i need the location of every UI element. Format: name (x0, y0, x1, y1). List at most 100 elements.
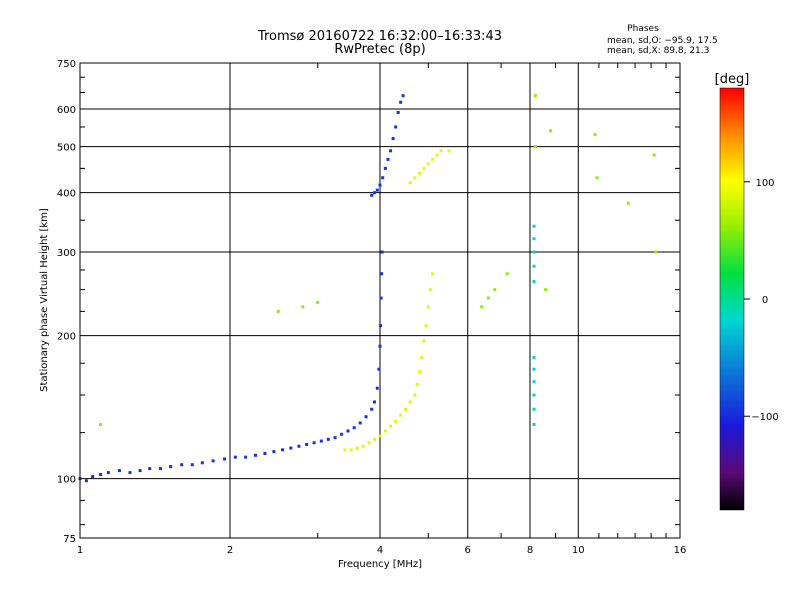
data-point (426, 162, 430, 166)
data-point (91, 475, 95, 479)
data-point (316, 300, 320, 304)
data-point (544, 288, 548, 292)
data-point (428, 288, 432, 292)
x-tick-label-4: 8 (527, 545, 533, 556)
data-point (493, 288, 497, 292)
colorbar-tick-label-0: 100 (755, 178, 774, 189)
data-point (401, 94, 405, 98)
data-point (396, 110, 400, 114)
data-point (301, 305, 305, 309)
chart-subtitle: RwPretec (8p) (334, 42, 425, 57)
data-point (128, 471, 132, 475)
data-point (391, 137, 395, 141)
data-point (431, 272, 435, 276)
data-point (233, 455, 237, 459)
data-point (435, 153, 439, 157)
x-tick-label-5: 10 (572, 545, 585, 556)
data-point (595, 176, 599, 180)
data-point (276, 309, 280, 313)
x-tick-label-3: 6 (465, 545, 471, 556)
data-point (422, 166, 426, 170)
colorbar (719, 87, 745, 511)
data-point (386, 157, 390, 161)
data-point (532, 224, 536, 228)
data-point (326, 437, 330, 441)
y-tick-label-1: 100 (57, 475, 76, 486)
data-point (370, 407, 374, 411)
chart-title: Tromsø 20160722 16:32:00–16:33:43 (257, 29, 502, 44)
x-tick-label-1: 2 (227, 545, 233, 556)
data-point (373, 437, 377, 441)
data-point (349, 448, 353, 452)
data-point (379, 324, 383, 328)
data-point (343, 448, 347, 452)
data-point (223, 457, 227, 461)
data-point (399, 100, 403, 104)
data-point (424, 324, 428, 328)
data-point (361, 444, 365, 448)
data-point (532, 250, 536, 254)
data-point (532, 355, 536, 359)
data-point (281, 448, 285, 452)
data-point (652, 153, 656, 157)
data-point (211, 459, 215, 463)
series-0 (78, 250, 384, 483)
y-tick-label-3: 300 (57, 248, 76, 259)
data-point (305, 443, 309, 447)
data-point (148, 467, 152, 471)
data-point (593, 133, 597, 137)
data-point (378, 434, 382, 438)
series-4 (532, 224, 536, 427)
data-point (532, 237, 536, 241)
y-tick-label-7: 750 (57, 59, 76, 70)
data-point (158, 467, 162, 471)
legend-line-x: mean, sd,X: 89.8, 21.3 (607, 46, 709, 56)
data-point (367, 441, 371, 445)
data-point (549, 129, 553, 133)
data-point (533, 145, 537, 149)
data-point (480, 305, 484, 309)
data-point (394, 419, 398, 423)
data-point (244, 455, 248, 459)
data-point (389, 149, 393, 153)
data-point (352, 426, 356, 430)
data-point (389, 424, 393, 428)
series-3 (408, 149, 451, 185)
data-point (375, 188, 379, 192)
data-point (533, 94, 537, 98)
data-point (532, 423, 536, 427)
data-point (439, 149, 443, 153)
plot-frame (79, 62, 681, 539)
series-2 (343, 272, 435, 452)
data-point (403, 407, 407, 411)
data-point (355, 446, 359, 450)
x-tick-label-2: 4 (377, 545, 383, 556)
data-point (426, 305, 430, 309)
y-tick-label-6: 600 (57, 105, 76, 116)
data-point (333, 436, 337, 440)
data-point (373, 191, 377, 195)
data-point (117, 469, 121, 473)
y-tick-label-0: 75 (63, 534, 76, 545)
data-points (78, 94, 658, 483)
data-point (106, 471, 110, 475)
data-point (422, 339, 426, 343)
y-tick-label-2: 200 (57, 332, 76, 343)
data-point (394, 125, 398, 129)
series-1 (370, 94, 405, 197)
data-point (84, 479, 88, 483)
data-point (358, 421, 362, 425)
data-point (415, 382, 419, 386)
data-point (346, 429, 350, 433)
data-point (180, 463, 184, 467)
data-point (532, 367, 536, 371)
data-point (253, 453, 257, 457)
data-point (378, 344, 382, 348)
data-point (626, 201, 630, 205)
x-axis: 1 2 4 6 8 10 16 (77, 63, 686, 556)
data-point (383, 166, 387, 170)
data-point (532, 393, 536, 397)
colorbar-tick-label-1: 0 (762, 295, 768, 306)
data-point (312, 441, 316, 445)
